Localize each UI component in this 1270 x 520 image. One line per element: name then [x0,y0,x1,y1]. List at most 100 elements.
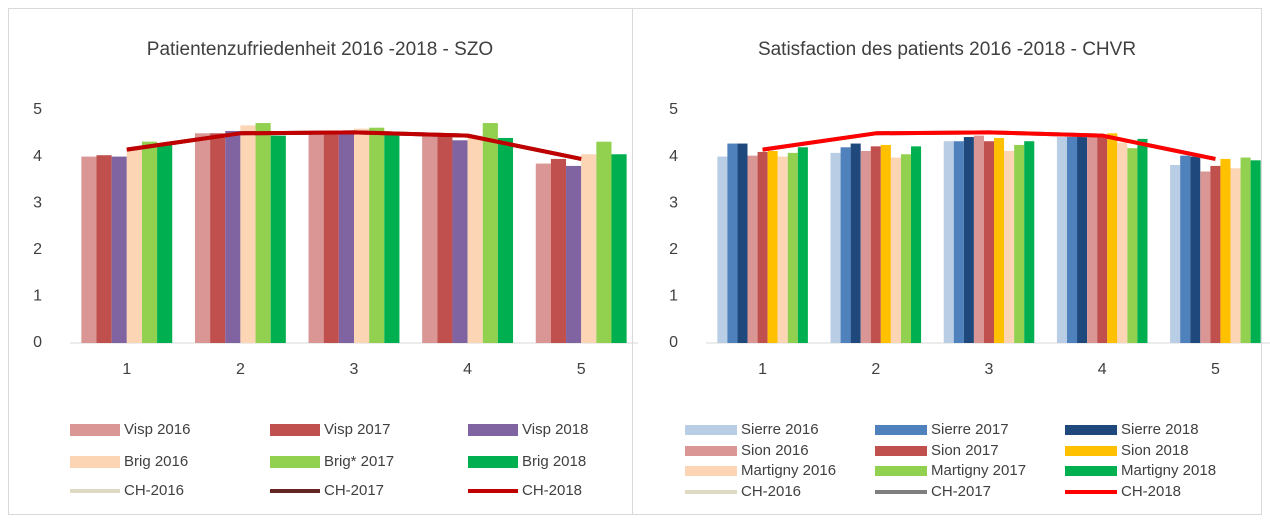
y-tick-label: 5 [33,101,42,118]
bar [1170,164,1181,343]
bar [860,151,871,343]
bar [1240,157,1251,343]
legend-label: CH-2017 [324,482,384,499]
line [126,130,582,161]
bar [777,156,788,343]
bar [747,155,758,343]
bar [767,151,778,343]
bar [757,151,768,343]
y-tick-label: 2 [669,241,678,258]
bar [1077,137,1088,343]
bar [911,146,922,343]
legend-label: Brig 2018 [522,453,586,470]
y-tick-label: 2 [33,241,42,258]
bar [1220,158,1231,343]
bar [850,143,861,343]
y-tick-label: 3 [33,194,42,211]
bar [953,141,964,343]
bar [126,149,142,343]
bar [1250,160,1261,343]
bar [141,141,158,343]
legend-label: Brig 2016 [124,453,188,470]
x-tick-label: 2 [236,361,245,378]
bar [210,133,226,343]
legend-label: CH-2016 [741,483,801,500]
legend-label: Sierre 2016 [741,421,819,438]
y-tick-label: 3 [669,194,678,211]
bar [308,133,324,343]
legend-label: Brig* 2017 [324,453,394,470]
legend-label: CH-2018 [522,482,582,499]
bar [994,137,1005,343]
bar [111,156,127,343]
x-tick-label: 2 [871,361,880,378]
y-tick-label: 4 [33,148,42,165]
legend-swatch [685,466,737,476]
legend-swatch [270,424,320,436]
bar [596,141,612,343]
bar [225,130,241,343]
bar [157,144,173,343]
bar [1066,137,1078,343]
bar [1097,137,1108,343]
bar [1137,138,1148,343]
legend-swatch [1065,446,1117,456]
legend-swatch [70,424,120,436]
bar [270,135,286,343]
bar [880,144,891,343]
bar [787,152,798,343]
x-tick-label: 1 [122,361,131,378]
x-tick-label: 4 [463,361,472,378]
bar [1014,144,1025,343]
legend-label: Sion 2018 [1121,442,1189,459]
bar [550,158,567,343]
bar [900,154,912,343]
x-tick-label: 5 [1211,361,1220,378]
legend-swatch [270,456,320,468]
bar [240,125,256,344]
bar [717,156,728,343]
x-tick-label: 1 [758,361,767,378]
bar [467,135,483,343]
legend-label: Martigny 2016 [741,462,836,479]
y-tick-label: 4 [669,148,678,165]
legend-label: CH-2018 [1121,483,1181,500]
bar [611,154,627,343]
legend-swatch [875,446,927,456]
bar [422,135,438,343]
legend-label: Martigny 2017 [931,462,1026,479]
bar [1004,151,1015,343]
bar [323,133,339,343]
bar [737,143,748,343]
y-tick-label: 0 [33,334,42,351]
legend-swatch [1065,425,1117,435]
bar [1056,137,1067,343]
x-tick-label: 5 [577,361,586,378]
bar [1180,155,1191,343]
bar [535,163,551,343]
bar [1107,133,1118,343]
bar [194,133,211,343]
bar [482,123,498,343]
bar [566,165,582,343]
bar [797,147,808,343]
legend-swatch [1065,466,1117,476]
bar [727,143,738,343]
legend-label: Visp 2017 [324,421,390,438]
bar [1230,168,1241,343]
bar [354,128,370,343]
bar [437,135,453,343]
bar [1024,141,1035,343]
x-tick-label: 4 [1098,361,1107,378]
bar [81,156,97,343]
legend-label: Sierre 2017 [931,421,1009,438]
bar [338,130,354,343]
bar [943,141,954,343]
bar [870,146,881,343]
bar [96,155,112,343]
y-tick-label: 5 [669,101,678,118]
legend-swatch [685,425,737,435]
bar [1117,142,1128,343]
legend-label: Sion 2016 [741,442,809,459]
legend-swatch [685,446,737,456]
